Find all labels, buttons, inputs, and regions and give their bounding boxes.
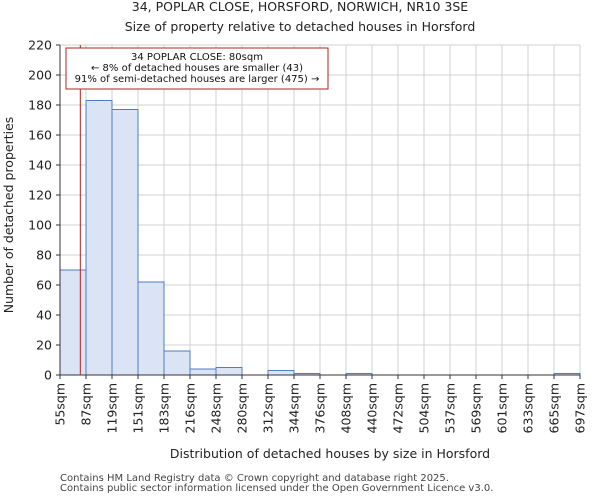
- chart-title: 34, POPLAR CLOSE, HORSFORD, NORWICH, NR1…: [132, 0, 469, 14]
- y-tick-label-2: 40: [36, 308, 52, 323]
- bar-248sqm: [215, 367, 243, 376]
- x-tick-label-8: 312sqm: [261, 383, 276, 433]
- x-tick-label-6: 248sqm: [209, 383, 224, 433]
- bar-151sqm: [137, 281, 165, 376]
- y-tick-label-9: 180: [28, 98, 52, 113]
- x-tick-label-11: 408sqm: [339, 383, 354, 433]
- y-tick-label-8: 160: [28, 128, 52, 143]
- property-annotation: 34 POPLAR CLOSE: 80sqm ← 8% of detached …: [65, 47, 329, 90]
- x-tick-label-5: 216sqm: [183, 383, 198, 433]
- x-tick-label-0: 55sqm: [53, 383, 68, 426]
- annotation-line-2: ← 8% of detached houses are smaller (43): [91, 63, 303, 74]
- x-tick-label-20: 697sqm: [573, 383, 588, 433]
- annotation-line-3: 91% of semi-detached houses are larger (…: [75, 74, 320, 85]
- x-axis-label: Distribution of detached houses by size …: [170, 446, 490, 461]
- y-tick-label-0: 0: [44, 368, 52, 383]
- bar-87sqm: [85, 100, 113, 376]
- bar-183sqm: [163, 350, 191, 376]
- x-tick-label-14: 504sqm: [417, 383, 432, 433]
- x-tick-label-17: 601sqm: [495, 383, 510, 433]
- y-tick-label-7: 140: [28, 158, 52, 173]
- x-tick-label-1: 87sqm: [79, 383, 94, 426]
- x-tick-label-10: 376sqm: [313, 383, 328, 433]
- chart-subtitle: Size of property relative to detached ho…: [125, 19, 476, 34]
- x-tick-label-3: 151sqm: [131, 383, 146, 433]
- y-tick-label-3: 60: [36, 278, 52, 293]
- x-tick-label-4: 183sqm: [157, 383, 172, 433]
- y-axis-label: Number of detached properties: [1, 117, 16, 314]
- x-tick-label-2: 119sqm: [105, 383, 120, 433]
- bars: [59, 100, 581, 376]
- y-tick-label-4: 80: [36, 248, 52, 263]
- y-tick-label-6: 120: [28, 188, 52, 203]
- x-tick-label-19: 665sqm: [547, 383, 562, 433]
- bar-216sqm: [189, 368, 217, 376]
- x-tick-label-16: 569sqm: [469, 383, 484, 433]
- y-tick-labels: 0 20 40 60 80 100 120 140 160 180 200 220: [28, 38, 60, 383]
- x-tick-label-7: 280sqm: [235, 383, 250, 433]
- annotation-box: [65, 47, 329, 90]
- bar-119sqm: [111, 109, 139, 376]
- y-tick-label-5: 100: [28, 218, 52, 233]
- bar-312sqm: [267, 370, 295, 376]
- y-tick-label-10: 200: [28, 68, 52, 83]
- x-tick-label-18: 633sqm: [521, 383, 536, 433]
- y-tick-label-11: 220: [28, 38, 52, 53]
- x-tick-label-9: 344sqm: [287, 383, 302, 433]
- x-tick-label-13: 472sqm: [391, 383, 406, 433]
- x-tick-labels: 55sqm 87sqm 119sqm 151sqm 183sqm 216sqm 248sqm…: [53, 375, 588, 433]
- bar-55sqm: [59, 269, 87, 376]
- footer-line-2: Contains public sector information licen…: [60, 483, 494, 494]
- x-tick-label-15: 537sqm: [443, 383, 458, 433]
- x-tick-label-12: 440sqm: [365, 383, 380, 433]
- y-tick-label-1: 20: [36, 338, 52, 353]
- annotation-line-1: 34 POPLAR CLOSE: 80sqm: [131, 52, 263, 63]
- footer-line-1: Contains HM Land Registry data © Crown c…: [60, 473, 449, 484]
